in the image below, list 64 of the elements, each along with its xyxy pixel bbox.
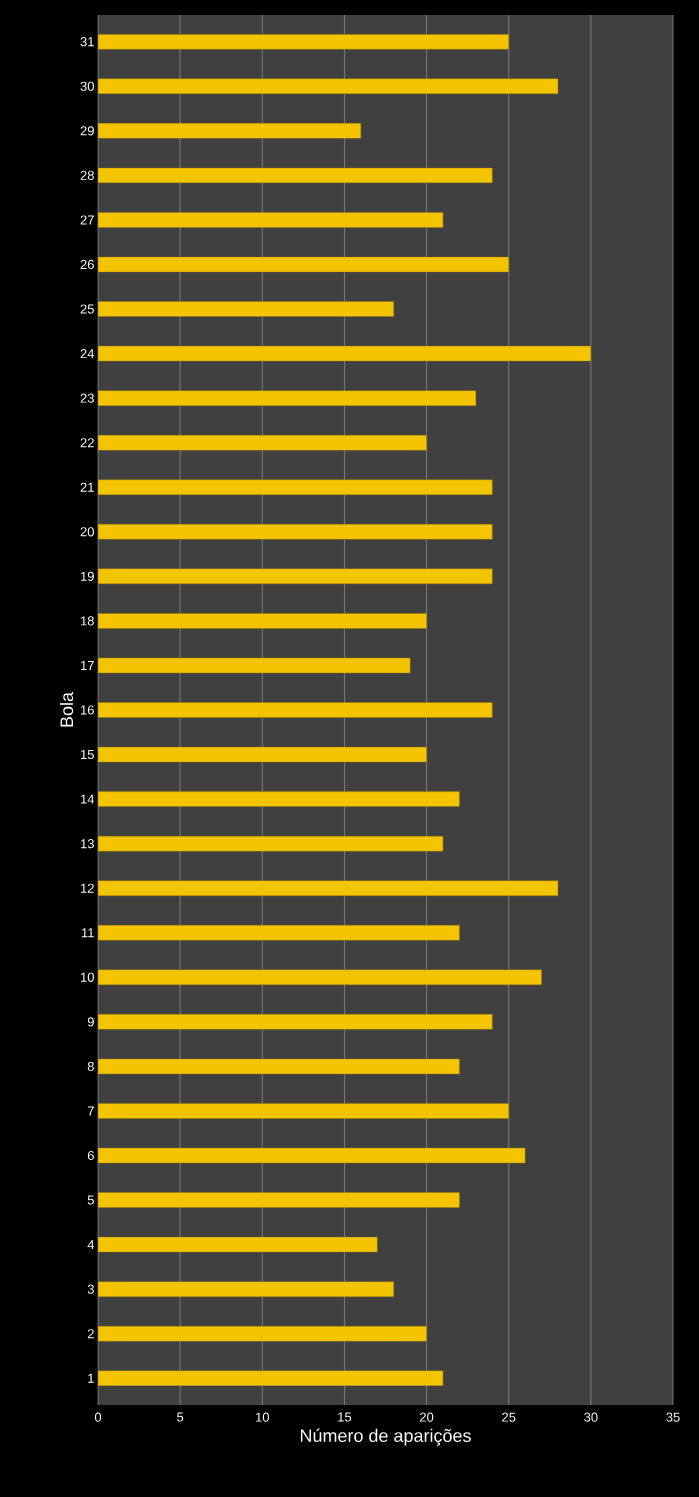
x-tick-label: 10 [256,1412,270,1422]
y-tick-label: 26 [80,259,94,270]
y-tick-label: 31 [80,37,94,47]
y-tick-label: 28 [80,170,94,180]
y-tick-label: 18 [81,616,94,626]
x-tick-label: 25 [502,1412,516,1422]
bar [98,301,394,317]
bar [98,1370,444,1386]
y-tick-label: 15 [81,750,94,760]
x-tick-label: 5 [177,1412,184,1422]
bar [98,1014,493,1030]
y-tick-label: 2 [87,1329,94,1339]
y-tick-label: 24 [80,349,95,359]
bar [98,568,493,585]
bar [98,212,444,228]
y-tick-label: 5 [87,1195,94,1205]
x-axis-title: Número de aparições [300,1428,471,1446]
y-tick-label: 8 [87,1061,94,1072]
x-tick-label: 20 [420,1412,434,1422]
y-tick-label: 11 [81,928,94,938]
x-tick-label: 0 [94,1412,102,1422]
y-tick-label: 16 [81,705,94,715]
y-tick-label: 12 [81,883,94,893]
y-tick-label: 10 [81,972,94,982]
bar [98,1192,460,1208]
y-tick-label: 30 [80,81,94,91]
y-tick-label: 21 [80,482,94,492]
bar [98,925,460,941]
y-tick-label: 17 [81,660,94,670]
bar [98,1103,509,1119]
bar [98,34,509,50]
bar [98,390,477,406]
y-tick-label: 22 [80,438,94,448]
y-tick-label: 1 [88,1373,94,1383]
y-tick-label: 4 [87,1240,95,1250]
bar [98,78,559,94]
x-tick-label: 30 [584,1412,598,1422]
y-tick-label: 23 [80,393,94,403]
y-tick-label: 14 [81,794,95,804]
y-tick-label: 29 [80,126,94,136]
y-tick-label: 3 [87,1284,94,1294]
y-axis-title: Bola [59,691,74,727]
bar [98,1326,427,1342]
y-tick-label: 19 [81,571,94,581]
x-tick-label: 35 [666,1412,680,1422]
bar [98,613,427,629]
bar [98,1281,394,1297]
y-tick-label: 20 [80,527,94,537]
bar [98,702,493,718]
y-tick-label: 6 [87,1150,94,1161]
bar [98,791,460,807]
bar [98,969,542,986]
bar [98,524,493,540]
bar [98,880,559,896]
y-tick-label: 7 [87,1106,94,1116]
bar [98,123,362,139]
bar [98,835,444,852]
bar [98,434,427,451]
y-tick-label: 13 [81,839,94,849]
y-tick-label: 9 [87,1017,94,1027]
y-tick-label: 25 [80,304,94,314]
bar [98,479,493,495]
x-tick-label: 15 [338,1412,352,1422]
y-tick-label: 27 [80,215,94,225]
